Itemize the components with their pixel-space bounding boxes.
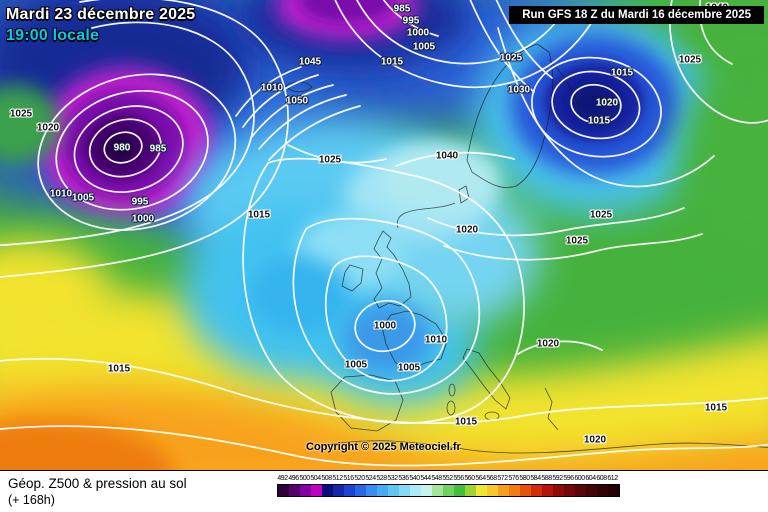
legend-value: 596 <box>563 475 574 482</box>
legend-color-cell <box>377 485 388 496</box>
legend-value: 560 <box>464 475 475 482</box>
legend-value: 500 <box>299 475 310 482</box>
legend-color-cell <box>278 485 289 496</box>
legend-color-cell <box>476 485 487 496</box>
legend-color-cell <box>388 485 399 496</box>
legend-value: 600 <box>574 475 585 482</box>
legend-value: 552 <box>442 475 453 482</box>
legend-color-cell <box>443 485 454 496</box>
legend-color-cell <box>311 485 322 496</box>
weather-map-svg <box>0 0 768 470</box>
legend-color-cell <box>421 485 432 496</box>
legend-color-cell <box>597 485 608 496</box>
legend-value: 492 <box>277 475 288 482</box>
legend-color-cell <box>355 485 366 496</box>
legend-value: 520 <box>354 475 365 482</box>
legend-value: 592 <box>552 475 563 482</box>
geopotential-color-field <box>0 0 768 470</box>
map-area: 980 985 995 1000 1005 1010 1025 1020 1045 1010 105… <box>0 0 768 470</box>
legend-value: 572 <box>497 475 508 482</box>
legend-color-cell <box>487 485 498 496</box>
legend-color-cell <box>542 485 553 496</box>
legend-value: 516 <box>343 475 354 482</box>
run-info-box: Run GFS 18 Z du Mardi 16 décembre 2025 <box>509 6 764 24</box>
legend-color-cell <box>322 485 333 496</box>
legend-value: 496 <box>288 475 299 482</box>
map-title: Géop. Z500 & pression au sol <box>8 476 187 491</box>
legend-value: 528 <box>376 475 387 482</box>
legend-value: 568 <box>486 475 497 482</box>
legend-color-cell <box>344 485 355 496</box>
legend-value: 512 <box>332 475 343 482</box>
footer-bar: Géop. Z500 & pression au sol (+ 168h) 49… <box>0 470 768 512</box>
legend-value: 540 <box>409 475 420 482</box>
legend-value: 556 <box>453 475 464 482</box>
legend-color-cell <box>454 485 465 496</box>
legend-value: 604 <box>585 475 596 482</box>
legend-value: 536 <box>398 475 409 482</box>
map-title-block: Géop. Z500 & pression au sol (+ 168h) <box>8 476 187 507</box>
legend-value: 548 <box>431 475 442 482</box>
legend-color-cell <box>531 485 542 496</box>
legend-value: 564 <box>475 475 486 482</box>
isobar-contours <box>0 0 768 467</box>
legend-color-cell <box>465 485 476 496</box>
legend-value: 608 <box>596 475 607 482</box>
copyright-notice: Copyright © 2025 Meteociel.fr <box>306 441 461 453</box>
legend-value: 612 <box>607 475 618 482</box>
legend-value: 524 <box>365 475 376 482</box>
legend-color-cell <box>399 485 410 496</box>
legend-color-cell <box>608 485 619 496</box>
forecast-date: Mardi 23 décembre 2025 <box>6 6 196 23</box>
legend-value: 588 <box>541 475 552 482</box>
legend-value: 580 <box>519 475 530 482</box>
legend-color-cell <box>366 485 377 496</box>
legend-value: 544 <box>420 475 431 482</box>
map-forecast-hour: (+ 168h) <box>8 493 55 507</box>
legend-scale: 492 496 500 504 508 512 516 520 524 528 532 536 540 5… <box>277 474 620 497</box>
legend-color-cell <box>410 485 421 496</box>
legend-value: 576 <box>508 475 519 482</box>
coastlines <box>285 43 768 454</box>
legend-color-cell <box>289 485 300 496</box>
legend-color-cell <box>300 485 311 496</box>
legend-color-cell <box>553 485 564 496</box>
legend-color-cell <box>432 485 443 496</box>
legend-values-row: 492 496 500 504 508 512 516 520 524 528 532 536 540 5… <box>277 474 620 484</box>
legend-color-cell <box>498 485 509 496</box>
legend-color-cell <box>564 485 575 496</box>
legend-value: 508 <box>321 475 332 482</box>
legend-value: 532 <box>387 475 398 482</box>
forecast-datetime: Mardi 23 décembre 2025 19:00 locale <box>6 4 195 46</box>
legend-value: 584 <box>530 475 541 482</box>
legend-color-cell <box>586 485 597 496</box>
legend-colors-row <box>277 484 620 497</box>
legend-value: 504 <box>310 475 321 482</box>
legend-color-cell <box>520 485 531 496</box>
legend-color-cell <box>575 485 586 496</box>
legend-color-cell <box>509 485 520 496</box>
legend-color-cell <box>333 485 344 496</box>
forecast-time: 19:00 locale <box>6 27 100 44</box>
